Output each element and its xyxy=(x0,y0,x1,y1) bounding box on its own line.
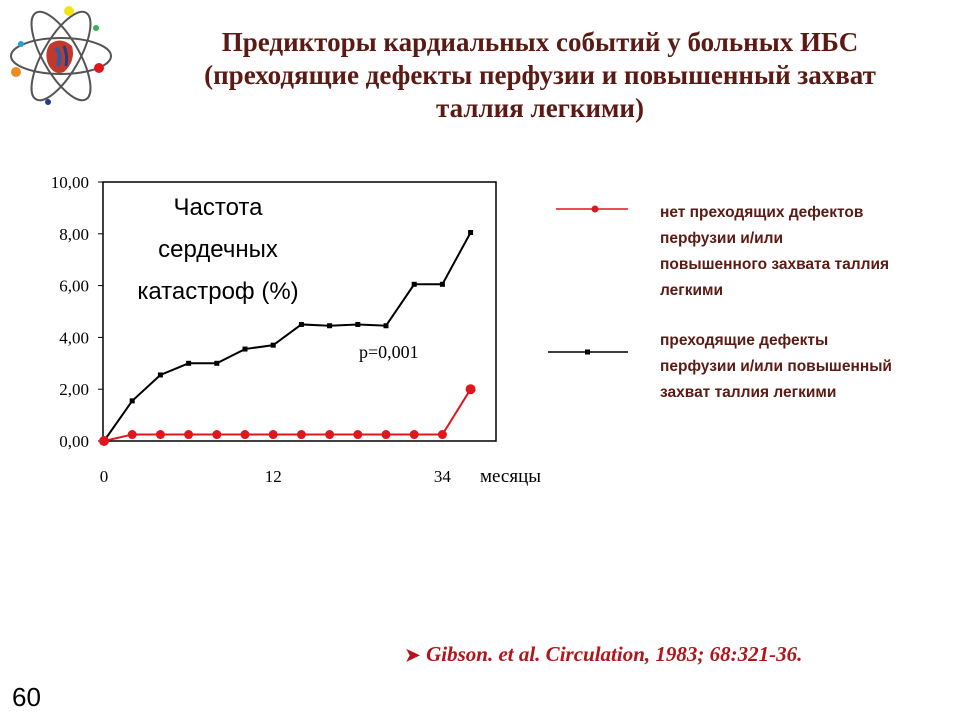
data-point xyxy=(240,430,250,440)
legend-red-line-4: легкими xyxy=(660,282,723,299)
legend-black-line-3: захват таллия легкими xyxy=(660,384,837,401)
series-line-0 xyxy=(103,388,472,442)
x-tick-label: 34 xyxy=(434,467,452,486)
data-point xyxy=(325,430,335,440)
data-point xyxy=(383,323,389,329)
slide-number: 60 xyxy=(12,682,41,712)
legend-red-line-3: повышенного захвата таллия xyxy=(660,256,890,273)
title-line-2: (преходящие дефекты перфузии и повышенны… xyxy=(204,60,876,90)
y-tick-label: 6,00 xyxy=(59,277,89,296)
data-point xyxy=(411,281,417,287)
data-point xyxy=(270,342,276,348)
data-point xyxy=(353,430,363,440)
plot-frame xyxy=(102,181,497,442)
y-tick-label: 4,00 xyxy=(59,328,89,347)
y-tick-label: 2,00 xyxy=(59,380,89,399)
x-tick-label: 12 xyxy=(265,467,282,486)
data-point xyxy=(327,323,333,329)
legend-black-line-2: перфузии и/или повышенный xyxy=(660,358,892,375)
data-point xyxy=(99,436,109,446)
data-point xyxy=(214,360,220,366)
citation-text: Gibson. et al. Circulation, 1983; 68:321… xyxy=(426,642,803,666)
data-point xyxy=(468,230,474,236)
legend-red-line-1: нет преходящих дефектов xyxy=(660,204,864,221)
ylabel-line-1: Частота xyxy=(174,194,264,221)
data-point xyxy=(242,346,248,352)
ylabel-line-3: катастроф (%) xyxy=(137,278,298,305)
data-point xyxy=(439,281,445,287)
data-point xyxy=(184,430,194,440)
data-point xyxy=(437,430,447,440)
y-tick-label: 8,00 xyxy=(59,225,89,244)
legend-red-line-2: перфузии и/или xyxy=(660,230,784,247)
data-point xyxy=(268,430,278,440)
data-point xyxy=(409,430,419,440)
legend-marker-red xyxy=(591,205,599,213)
x-axis-label: месяцы xyxy=(480,466,541,487)
title-line-3: таллия легкими) xyxy=(436,93,644,123)
data-point xyxy=(157,372,163,378)
series-line-1 xyxy=(103,232,472,442)
atom-logo-icon xyxy=(10,6,112,105)
ylabel-line-2: сердечных xyxy=(158,236,278,263)
title-line-1: Предикторы кардиальных событий у больных… xyxy=(221,27,859,57)
legend-marker-black xyxy=(585,349,590,355)
data-point xyxy=(212,430,222,440)
p-value-annotation: p=0,001 xyxy=(359,342,419,362)
legend-black-line-1: преходящие дефекты xyxy=(660,332,829,349)
data-point xyxy=(129,398,135,404)
y-tick-label: 0,00 xyxy=(59,432,89,451)
data-point xyxy=(296,430,306,440)
slide-title: Предикторы кардиальных событий у больных… xyxy=(120,26,960,125)
y-tick-label: 10,00 xyxy=(51,173,89,192)
arrow-bullet-icon: ➤ xyxy=(405,645,421,665)
data-point xyxy=(465,384,476,395)
data-point xyxy=(355,321,361,327)
data-point xyxy=(381,430,391,440)
data-point xyxy=(127,430,137,440)
data-point xyxy=(155,430,165,440)
legend-entry-black: преходящие дефекты перфузии и/или повыше… xyxy=(660,328,960,406)
data-point xyxy=(298,321,304,327)
legend-entry-red: нет преходящих дефектов перфузии и/или п… xyxy=(660,200,960,304)
citation: ➤ Gibson. et al. Circulation, 1983; 68:32… xyxy=(405,642,802,667)
data-point xyxy=(186,360,192,366)
x-tick-label: 0 xyxy=(100,467,109,486)
